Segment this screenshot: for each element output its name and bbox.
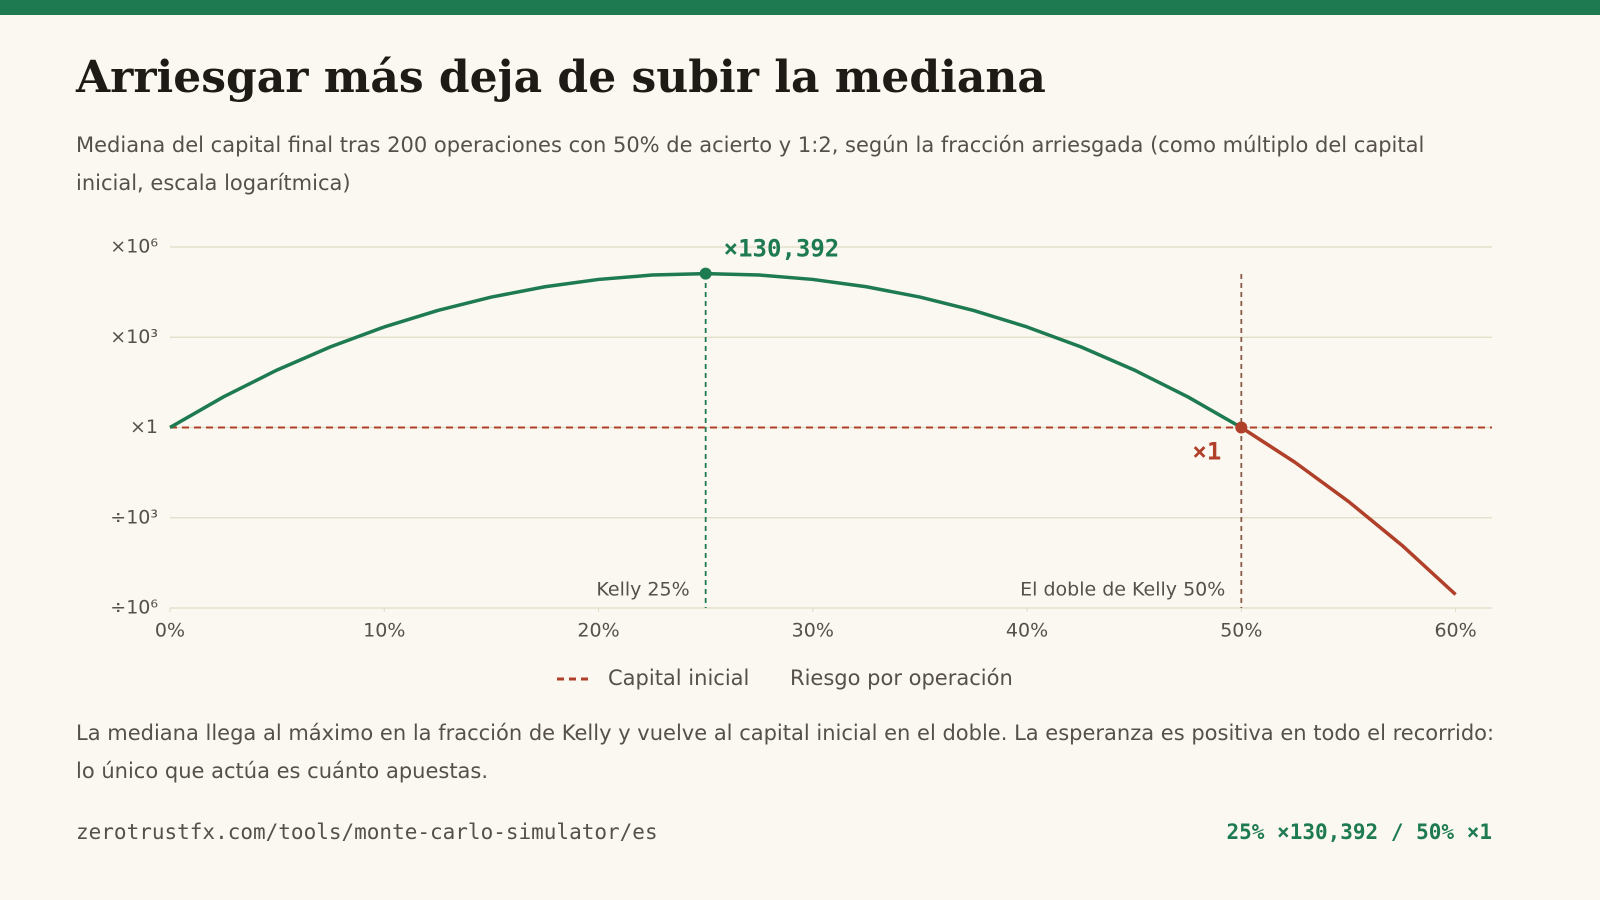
- x-tick-label: 50%: [1220, 620, 1262, 642]
- chart-subtitle: Mediana del capital final tras 200 opera…: [76, 133, 1425, 195]
- y-tick-label: ÷10⁶: [110, 597, 158, 619]
- marker-label: Kelly 25%: [596, 579, 689, 601]
- x-tick-label: 20%: [577, 620, 619, 642]
- x-axis-label: Riesgo por operación: [790, 666, 1013, 690]
- y-tick-label: ×1: [130, 416, 158, 438]
- y-tick-label: ×10³: [110, 326, 158, 348]
- x-tick-label: 30%: [792, 620, 834, 642]
- chart-title: Arriesgar más deja de subir la mediana: [76, 52, 1046, 103]
- annotation-label: ×1: [1192, 438, 1221, 466]
- x-tick-label: 0%: [155, 620, 185, 642]
- y-tick-label: ×10⁶: [110, 236, 158, 258]
- annotation-dot: [1235, 421, 1248, 434]
- top-bar: [0, 0, 1600, 15]
- x-tick-label: 10%: [363, 620, 405, 642]
- footer-url: zerotrustfx.com/tools/monte-carlo-simula…: [76, 820, 658, 844]
- y-tick-label: ÷10³: [110, 506, 158, 528]
- annotation-dot: [699, 267, 712, 280]
- legend-label: Capital inicial: [608, 666, 749, 690]
- x-tick-label: 60%: [1434, 620, 1476, 642]
- footer-summary: 25% ×130,392 / 50% ×1: [1226, 820, 1492, 844]
- annotation-label: ×130,392: [724, 235, 840, 263]
- note: La mediana llega al máximo en la fracció…: [76, 721, 1495, 783]
- x-tick-label: 40%: [1006, 620, 1048, 642]
- marker-label: El doble de Kelly 50%: [1020, 579, 1225, 601]
- series-line: [1240, 426, 1457, 596]
